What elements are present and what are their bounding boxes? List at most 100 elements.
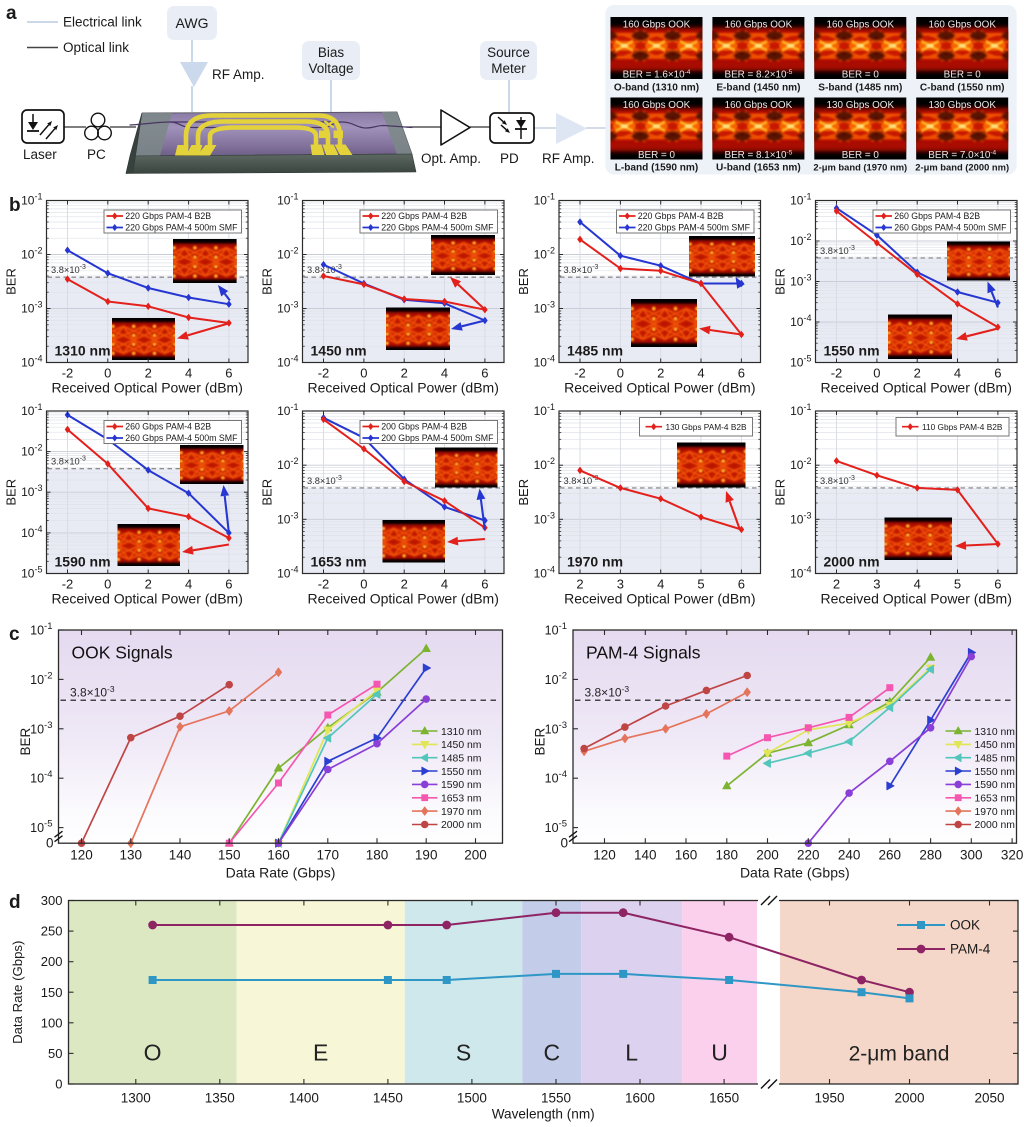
- svg-text:2000 nm: 2000 nm: [441, 820, 481, 831]
- svg-text:1650: 1650: [709, 1091, 739, 1106]
- svg-text:2-μm band (1970 nm): 2-μm band (1970 nm): [813, 162, 907, 173]
- svg-text:Laser: Laser: [23, 147, 57, 162]
- svg-text:130 Gbps PAM-4 B2B: 130 Gbps PAM-4 B2B: [666, 422, 747, 432]
- svg-text:BER = 0: BER = 0: [638, 150, 676, 161]
- svg-text:S: S: [456, 1040, 471, 1066]
- svg-text:O: O: [144, 1040, 162, 1066]
- svg-text:1485 nm: 1485 nm: [441, 754, 481, 765]
- svg-text:1310 nm: 1310 nm: [975, 727, 1015, 738]
- svg-text:0: 0: [46, 836, 54, 851]
- svg-text:200 Gbps PAM-4 500m SMF: 200 Gbps PAM-4 500m SMF: [381, 433, 494, 443]
- svg-text:C: C: [543, 1040, 560, 1066]
- svg-text:1550 nm: 1550 nm: [441, 767, 481, 778]
- svg-text:260: 260: [879, 848, 902, 863]
- svg-text:120: 120: [593, 848, 616, 863]
- svg-text:160 Gbps OOK: 160 Gbps OOK: [725, 100, 793, 111]
- svg-text:2: 2: [145, 366, 152, 381]
- svg-text:Received Optical Power (dBm): Received Optical Power (dBm): [307, 380, 498, 396]
- svg-text:160 Gbps OOK: 160 Gbps OOK: [928, 20, 996, 31]
- svg-text:180: 180: [366, 848, 389, 863]
- svg-text:2000 nm: 2000 nm: [824, 554, 880, 570]
- svg-text:200: 200: [464, 848, 487, 863]
- svg-text:1450 nm: 1450 nm: [441, 740, 481, 751]
- svg-text:220: 220: [797, 848, 820, 863]
- svg-text:2-μm band: 2-μm band: [849, 1043, 950, 1066]
- svg-text:Received Optical Power (dBm): Received Optical Power (dBm): [307, 591, 498, 607]
- svg-text:150: 150: [218, 848, 241, 863]
- svg-text:120: 120: [70, 848, 93, 863]
- svg-text:3: 3: [873, 577, 880, 592]
- svg-text:1653 nm: 1653 nm: [311, 554, 367, 570]
- svg-text:3.8×10-3: 3.8×10-3: [70, 684, 115, 700]
- svg-text:Data Rate (Gbps): Data Rate (Gbps): [10, 941, 25, 1044]
- svg-text:Opt. Amp.: Opt. Amp.: [421, 151, 481, 166]
- svg-text:AWG: AWG: [176, 15, 209, 31]
- svg-text:a: a: [6, 3, 17, 24]
- svg-text:PAM-4 Signals: PAM-4 Signals: [586, 643, 701, 663]
- svg-text:2050: 2050: [974, 1091, 1004, 1106]
- svg-text:1590 nm: 1590 nm: [975, 780, 1015, 791]
- svg-text:BER: BER: [3, 479, 18, 506]
- svg-text:2000 nm: 2000 nm: [975, 820, 1015, 831]
- svg-text:260 Gbps PAM-4 B2B: 260 Gbps PAM-4 B2B: [894, 211, 980, 221]
- svg-text:3.8×10-3: 3.8×10-3: [51, 456, 86, 467]
- svg-text:130 Gbps OOK: 130 Gbps OOK: [928, 100, 996, 111]
- svg-text:Optical link: Optical link: [63, 40, 129, 55]
- svg-text:4: 4: [185, 366, 192, 381]
- svg-text:Received Optical Power (dBm): Received Optical Power (dBm): [820, 380, 1011, 396]
- svg-text:4: 4: [657, 577, 664, 592]
- svg-text:300: 300: [960, 848, 983, 863]
- svg-text:BER: BER: [259, 479, 274, 506]
- svg-text:0: 0: [873, 366, 880, 381]
- svg-text:0: 0: [104, 577, 111, 592]
- svg-text:RF Amp.: RF Amp.: [542, 151, 595, 166]
- svg-text:1550 nm: 1550 nm: [975, 767, 1015, 778]
- svg-text:BER: BER: [533, 727, 548, 755]
- svg-text:Data Rate (Gbps): Data Rate (Gbps): [740, 865, 850, 881]
- svg-text:BER: BER: [516, 479, 531, 506]
- svg-text:220 Gbps PAM-4 500m SMF: 220 Gbps PAM-4 500m SMF: [638, 223, 751, 233]
- svg-text:E-band (1450 nm): E-band (1450 nm): [716, 82, 800, 93]
- svg-text:2000: 2000: [894, 1091, 924, 1106]
- svg-text:3.8×10-3: 3.8×10-3: [585, 684, 630, 700]
- svg-text:6: 6: [481, 577, 488, 592]
- svg-text:BER = 0: BER = 0: [944, 70, 982, 81]
- svg-text:OOK Signals: OOK Signals: [72, 643, 173, 663]
- svg-text:BER = 8.1×10-5: BER = 8.1×10-5: [724, 150, 792, 162]
- svg-text:6: 6: [738, 577, 745, 592]
- svg-text:Electrical link: Electrical link: [63, 15, 142, 30]
- svg-text:2: 2: [914, 366, 921, 381]
- svg-text:0: 0: [104, 366, 111, 381]
- svg-text:6: 6: [225, 366, 232, 381]
- svg-text:C-band (1550 nm): C-band (1550 nm): [920, 82, 1005, 93]
- svg-text:130: 130: [120, 848, 143, 863]
- svg-text:2: 2: [657, 366, 664, 381]
- svg-text:1970 nm: 1970 nm: [975, 807, 1015, 818]
- svg-text:160: 160: [267, 848, 290, 863]
- svg-text:260 Gbps PAM-4 500m SMF: 260 Gbps PAM-4 500m SMF: [894, 223, 1007, 233]
- svg-text:220 Gbps PAM-4 500m SMF: 220 Gbps PAM-4 500m SMF: [125, 223, 238, 233]
- svg-text:200 Gbps PAM-4 B2B: 200 Gbps PAM-4 B2B: [381, 422, 467, 432]
- svg-text:O-band (1310 nm): O-band (1310 nm): [614, 82, 699, 93]
- svg-text:RF Amp.: RF Amp.: [212, 67, 265, 82]
- svg-text:6: 6: [994, 366, 1001, 381]
- svg-text:c: c: [9, 624, 20, 645]
- svg-text:4: 4: [954, 366, 961, 381]
- svg-text:2-μm band (2000 nm): 2-μm band (2000 nm): [915, 162, 1009, 173]
- svg-text:260 Gbps PAM-4 B2B: 260 Gbps PAM-4 B2B: [125, 422, 211, 432]
- svg-text:Wavelength (nm): Wavelength (nm): [492, 1107, 595, 1122]
- svg-text:6: 6: [738, 366, 745, 381]
- svg-text:250: 250: [41, 924, 63, 939]
- svg-text:2: 2: [833, 577, 840, 592]
- svg-text:1970 nm: 1970 nm: [441, 807, 481, 818]
- svg-text:3.8×10-3: 3.8×10-3: [51, 264, 86, 275]
- svg-text:1400: 1400: [289, 1091, 319, 1106]
- svg-text:6: 6: [994, 577, 1001, 592]
- svg-text:220 Gbps PAM-4 B2B: 220 Gbps PAM-4 B2B: [125, 211, 211, 221]
- svg-text:160 Gbps OOK: 160 Gbps OOK: [725, 20, 793, 31]
- svg-text:100: 100: [41, 1015, 63, 1030]
- svg-text:220 Gbps PAM-4 B2B: 220 Gbps PAM-4 B2B: [381, 211, 467, 221]
- svg-text:3: 3: [617, 577, 624, 592]
- svg-text:4: 4: [185, 577, 192, 592]
- svg-text:220 Gbps PAM-4 B2B: 220 Gbps PAM-4 B2B: [638, 211, 724, 221]
